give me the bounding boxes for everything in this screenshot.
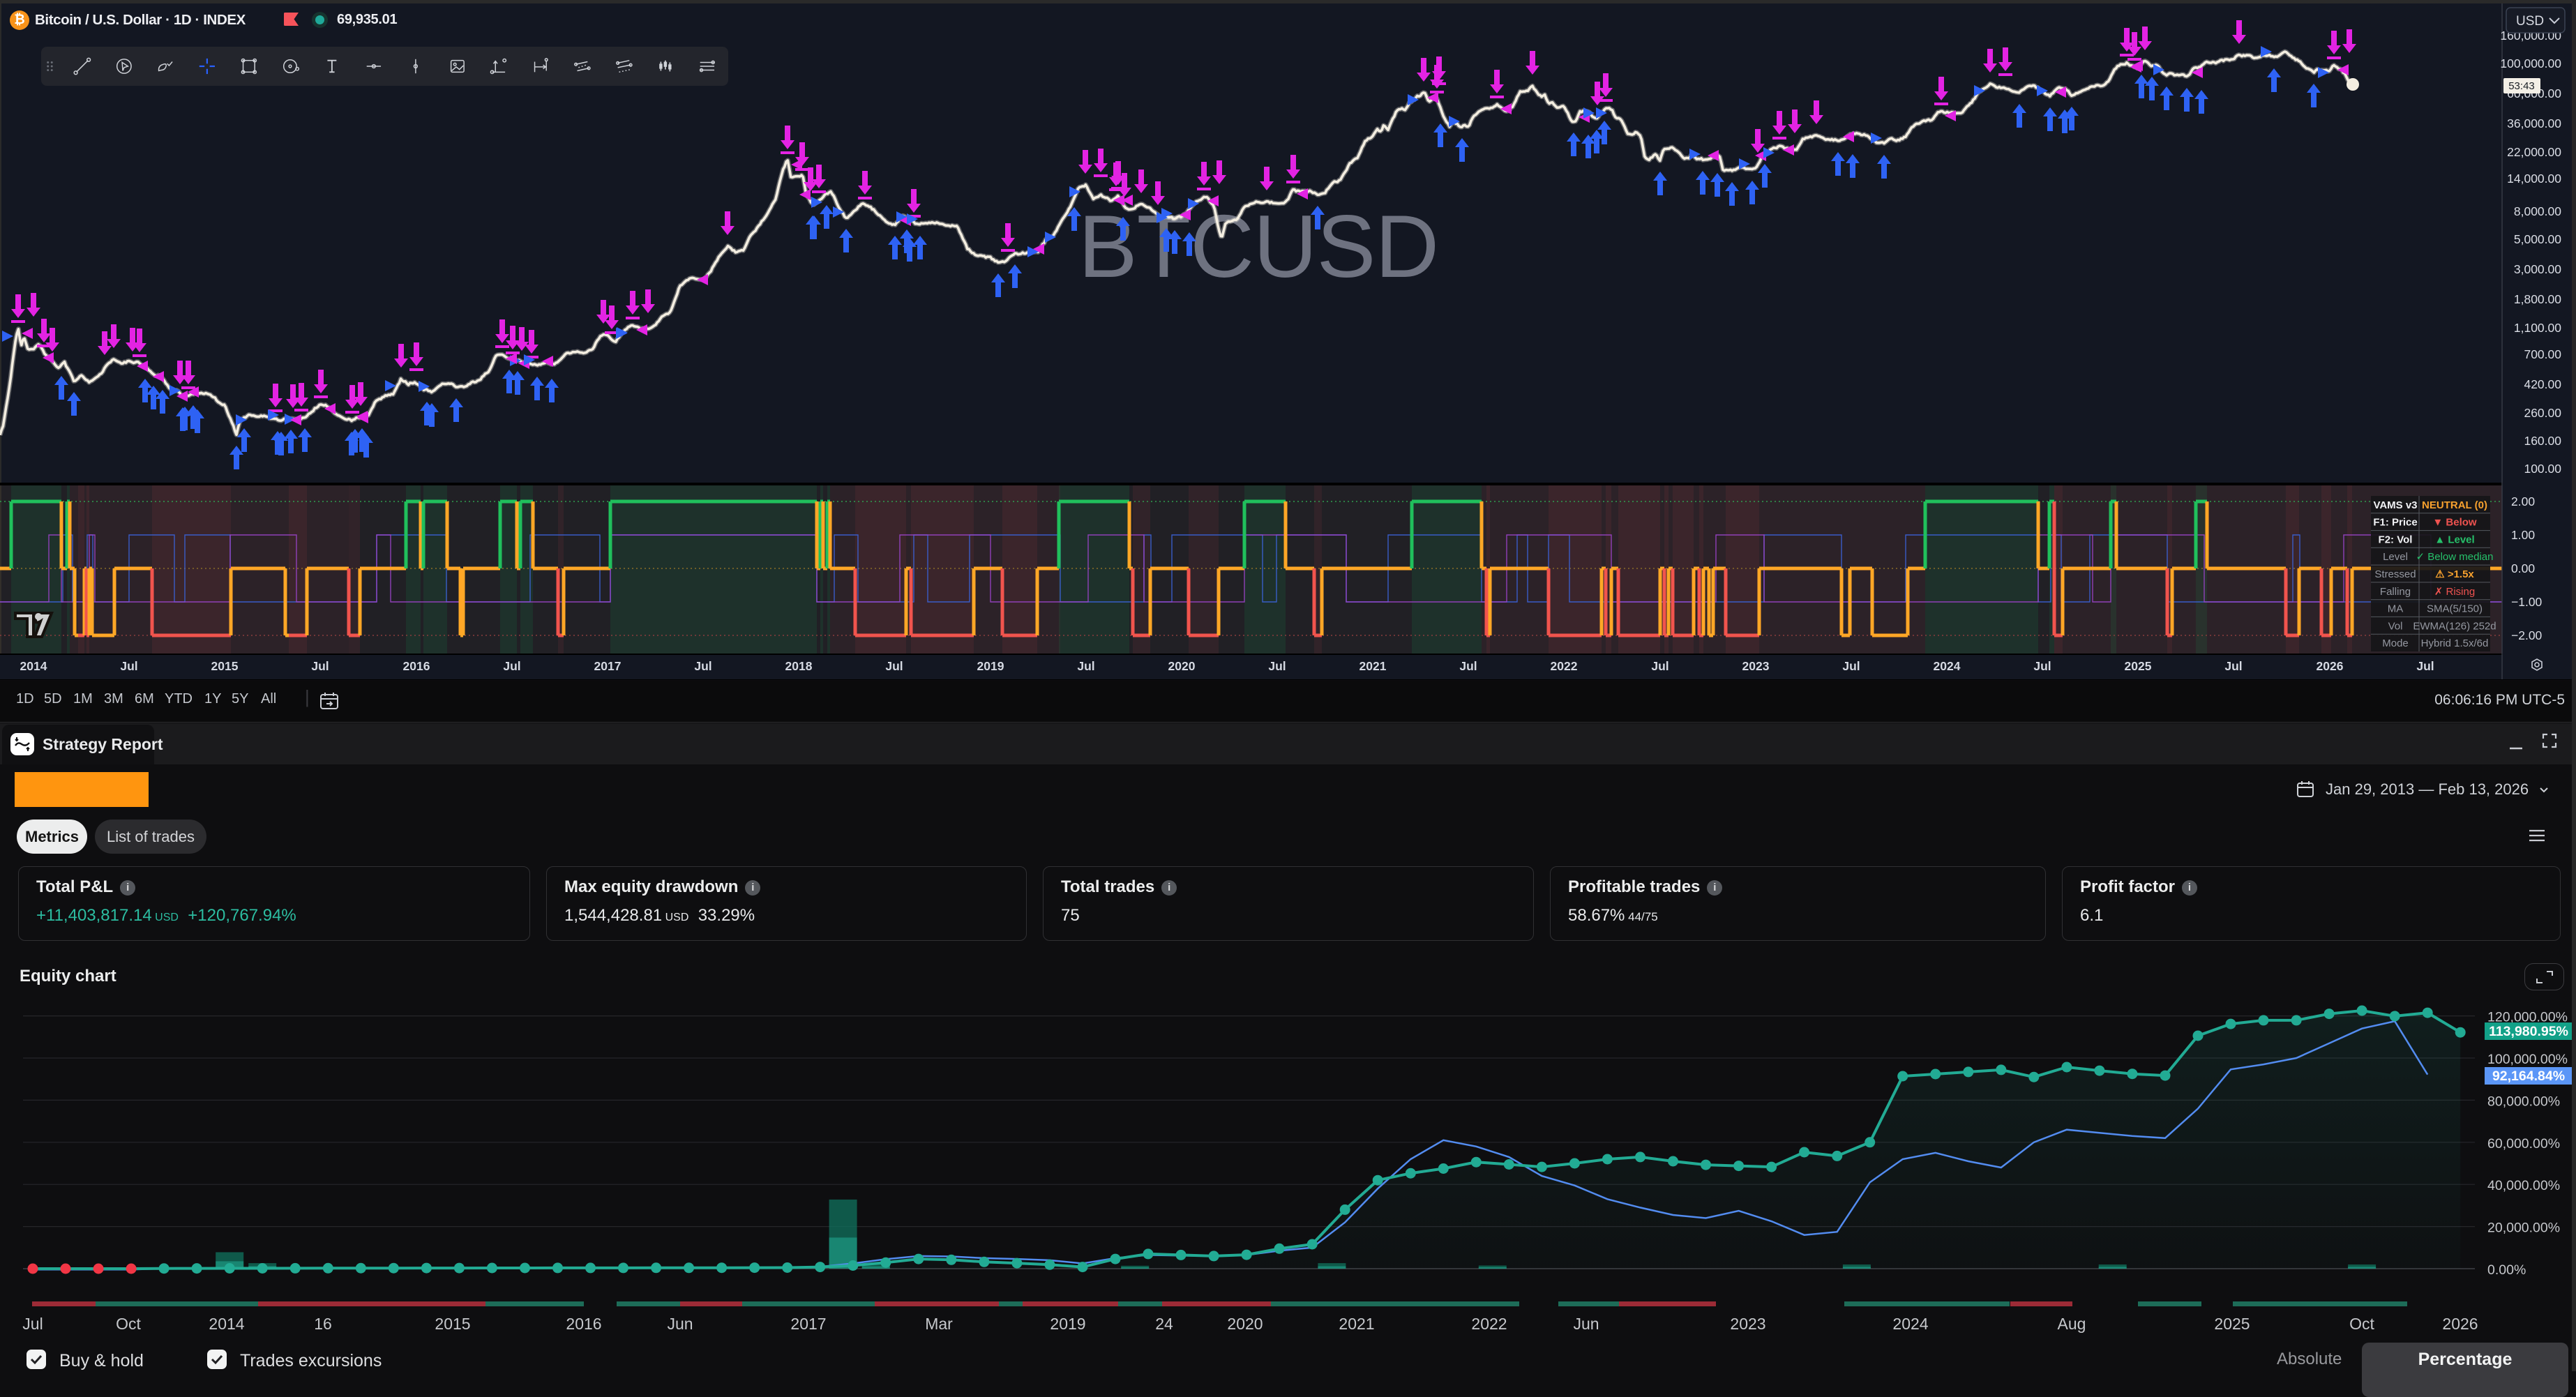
svg-text:▼ Below: ▼ Below — [2432, 517, 2477, 529]
svg-text:14,000.00: 14,000.00 — [2507, 172, 2561, 186]
svg-text:NEUTRAL (0): NEUTRAL (0) — [2422, 499, 2487, 511]
svg-text:2024: 2024 — [1892, 1315, 1928, 1333]
svg-text:2021: 2021 — [1339, 1315, 1374, 1333]
svg-text:1.00: 1.00 — [2511, 528, 2535, 542]
svg-text:Jul: Jul — [1459, 659, 1477, 673]
svg-text:100,000.00%: 100,000.00% — [2487, 1052, 2568, 1067]
svg-text:2026: 2026 — [2442, 1315, 2478, 1333]
svg-text:92,164.84%: 92,164.84% — [2492, 1068, 2565, 1084]
svg-text:Oct: Oct — [2349, 1315, 2374, 1333]
svg-text:2018: 2018 — [785, 659, 813, 673]
svg-text:Stressed: Stressed — [2374, 568, 2416, 580]
svg-text:Hybrid 1.5x/6d: Hybrid 1.5x/6d — [2421, 637, 2489, 649]
svg-text:24: 24 — [1155, 1315, 1173, 1333]
svg-text:Mar: Mar — [925, 1315, 953, 1333]
svg-text:22,000.00: 22,000.00 — [2507, 145, 2561, 159]
svg-text:420.00: 420.00 — [2524, 377, 2561, 391]
svg-text:Jul: Jul — [503, 659, 520, 673]
svg-text:2014: 2014 — [20, 659, 47, 673]
svg-text:F1: Price: F1: Price — [2373, 517, 2417, 529]
svg-text:20,000.00%: 20,000.00% — [2487, 1221, 2560, 1236]
svg-text:2021: 2021 — [1359, 659, 1387, 673]
svg-text:F2: Vol: F2: Vol — [2379, 534, 2413, 545]
svg-text:Jul: Jul — [311, 659, 329, 673]
svg-text:Jun: Jun — [1573, 1315, 1599, 1333]
svg-text:BTCUSD: BTCUSD — [1078, 197, 1438, 296]
svg-text:2019: 2019 — [1050, 1315, 1085, 1333]
svg-text:2020: 2020 — [1168, 659, 1196, 673]
svg-text:Jul: Jul — [1077, 659, 1094, 673]
svg-text:2.00: 2.00 — [2511, 494, 2535, 508]
svg-text:1,800.00: 1,800.00 — [2514, 292, 2561, 306]
svg-text:2026: 2026 — [2317, 659, 2344, 673]
svg-text:✓ Below median: ✓ Below median — [2416, 551, 2494, 563]
svg-text:Vol: Vol — [2388, 620, 2403, 632]
svg-text:8,000.00: 8,000.00 — [2514, 204, 2561, 218]
svg-text:Mode: Mode — [2382, 637, 2409, 649]
svg-text:Jul: Jul — [1268, 659, 1286, 673]
svg-text:2024: 2024 — [1934, 659, 1961, 673]
svg-text:✗ Rising: ✗ Rising — [2434, 586, 2475, 598]
svg-text:0.00%: 0.00% — [2487, 1262, 2526, 1278]
svg-text:113,980.95%: 113,980.95% — [2489, 1024, 2568, 1039]
svg-text:2014: 2014 — [209, 1315, 244, 1333]
svg-text:2025: 2025 — [2214, 1315, 2250, 1333]
svg-text:80,000.00%: 80,000.00% — [2487, 1094, 2560, 1109]
svg-text:2015: 2015 — [211, 659, 239, 673]
svg-text:2023: 2023 — [1730, 1315, 1765, 1333]
svg-text:Jul: Jul — [22, 1315, 43, 1333]
svg-text:VAMS v3: VAMS v3 — [2373, 499, 2417, 511]
svg-text:16: 16 — [314, 1315, 332, 1333]
svg-text:EWMA(126) 252d: EWMA(126) 252d — [2413, 620, 2496, 632]
svg-text:Jul: Jul — [2224, 659, 2242, 673]
svg-text:53:43: 53:43 — [2508, 80, 2535, 92]
svg-text:100,000.00: 100,000.00 — [2500, 56, 2561, 70]
svg-text:−2.00: −2.00 — [2511, 628, 2543, 642]
svg-text:2017: 2017 — [790, 1315, 826, 1333]
svg-text:Jul: Jul — [694, 659, 711, 673]
svg-text:1,100.00: 1,100.00 — [2514, 321, 2561, 335]
svg-text:2023: 2023 — [1742, 659, 1770, 673]
svg-text:160.00: 160.00 — [2524, 434, 2561, 448]
svg-text:36,000.00: 36,000.00 — [2507, 116, 2561, 130]
svg-text:Jul: Jul — [2033, 659, 2051, 673]
svg-text:USD: USD — [2516, 14, 2544, 29]
svg-text:260.00: 260.00 — [2524, 406, 2561, 420]
svg-text:60,000.00%: 60,000.00% — [2487, 1136, 2560, 1151]
svg-text:0.00: 0.00 — [2511, 561, 2535, 575]
svg-text:Jun: Jun — [667, 1315, 693, 1333]
svg-text:2016: 2016 — [566, 1315, 601, 1333]
svg-text:2017: 2017 — [594, 659, 622, 673]
svg-text:2022: 2022 — [1551, 659, 1578, 673]
svg-text:Jul: Jul — [885, 659, 903, 673]
svg-text:Jul: Jul — [1651, 659, 1669, 673]
svg-text:5,000.00: 5,000.00 — [2514, 232, 2561, 246]
svg-text:−1.00: −1.00 — [2511, 595, 2543, 609]
svg-text:2016: 2016 — [403, 659, 430, 673]
svg-text:MA: MA — [2388, 603, 2404, 615]
svg-text:⚠ >1.5x: ⚠ >1.5x — [2435, 568, 2474, 580]
svg-text:2015: 2015 — [435, 1315, 470, 1333]
svg-text:40,000.00%: 40,000.00% — [2487, 1178, 2560, 1193]
svg-text:120,000.00%: 120,000.00% — [2487, 1010, 2568, 1025]
svg-text:Jul: Jul — [2416, 659, 2434, 673]
svg-text:Jul: Jul — [1842, 659, 1860, 673]
svg-text:700.00: 700.00 — [2524, 347, 2561, 361]
svg-text:Level: Level — [2383, 551, 2408, 563]
svg-text:2022: 2022 — [1471, 1315, 1507, 1333]
svg-text:Falling: Falling — [2380, 586, 2411, 598]
svg-text:100.00: 100.00 — [2524, 462, 2561, 476]
svg-text:3,000.00: 3,000.00 — [2514, 262, 2561, 276]
svg-text:▲ Level: ▲ Level — [2434, 534, 2474, 545]
svg-text:Oct: Oct — [116, 1315, 141, 1333]
svg-text:2025: 2025 — [2125, 659, 2152, 673]
svg-text:2019: 2019 — [977, 659, 1004, 673]
svg-text:Aug: Aug — [2058, 1315, 2086, 1333]
svg-text:Jul: Jul — [120, 659, 137, 673]
svg-text:2020: 2020 — [1227, 1315, 1263, 1333]
svg-text:SMA(5/150): SMA(5/150) — [2427, 603, 2483, 615]
